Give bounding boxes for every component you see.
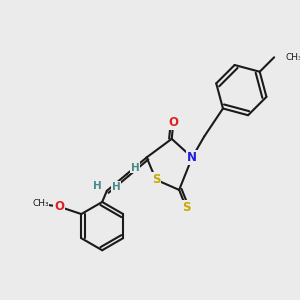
Text: O: O (54, 200, 64, 213)
Text: N: N (187, 151, 197, 164)
Text: S: S (182, 201, 190, 214)
Text: H: H (131, 163, 140, 172)
Text: H: H (112, 182, 121, 192)
Text: S: S (152, 173, 160, 186)
Text: H: H (93, 181, 102, 191)
Text: O: O (168, 116, 178, 129)
Text: CH₃: CH₃ (285, 53, 300, 62)
Text: CH₃: CH₃ (32, 199, 49, 208)
